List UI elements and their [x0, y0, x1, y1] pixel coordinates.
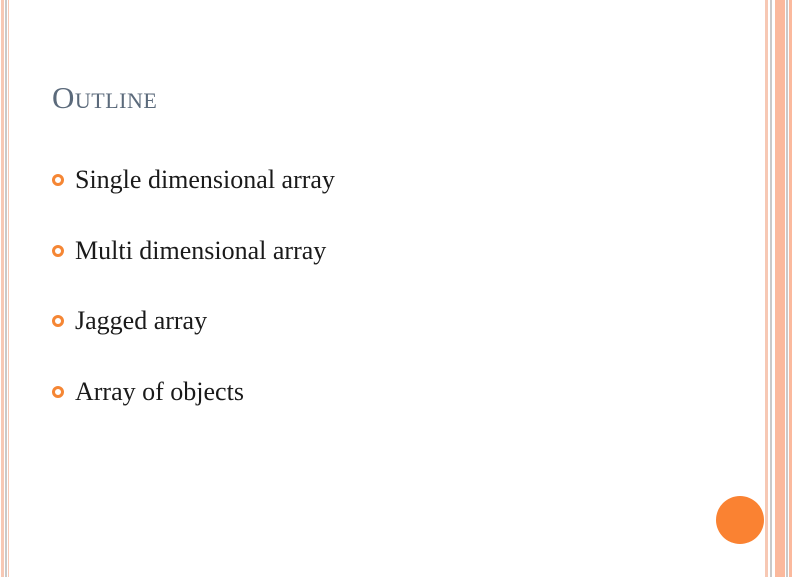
orange-circle-decoration-icon	[716, 496, 764, 544]
bullet-text: Multi dimensional array	[75, 235, 327, 265]
list-item: Single dimensional array	[52, 164, 335, 196]
ring-bullet-icon	[52, 244, 64, 257]
bullet-text: Array of objects	[75, 376, 244, 406]
bullet-list: Single dimensional array Multi dimension…	[52, 164, 335, 446]
right-border-stripe	[765, 0, 768, 577]
right-border-stripe	[786, 0, 788, 577]
right-border-stripe	[775, 0, 785, 577]
right-border-stripe	[770, 0, 772, 577]
ring-bullet-icon	[52, 315, 64, 327]
list-item: Jagged array	[52, 305, 335, 337]
left-border-stripe	[5, 0, 7, 577]
bullet-text: Single dimensional array	[75, 165, 335, 194]
slide-title: Outline	[52, 80, 158, 115]
left-border-stripe	[8, 0, 9, 577]
right-border-stripe	[789, 0, 792, 577]
list-item: Multi dimensional array	[52, 235, 335, 267]
ring-bullet-icon	[52, 385, 64, 398]
left-border-stripe	[1, 0, 4, 577]
ring-bullet-icon	[52, 174, 64, 186]
list-item: Array of objects	[52, 376, 335, 408]
bullet-text: Jagged array	[75, 306, 208, 335]
